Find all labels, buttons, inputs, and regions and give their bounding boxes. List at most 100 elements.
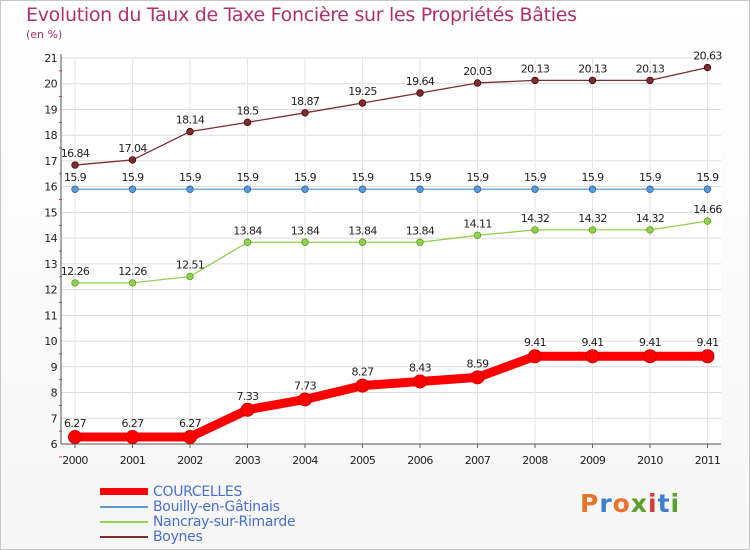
data-point xyxy=(71,185,79,193)
data-point xyxy=(125,430,140,445)
legend-swatch xyxy=(100,535,148,538)
data-point xyxy=(531,185,539,193)
data-label: 15.9 xyxy=(179,171,202,184)
data-point xyxy=(700,349,715,364)
data-label: 6.27 xyxy=(64,417,87,430)
legend-swatch xyxy=(100,505,148,508)
data-label: 12.26 xyxy=(61,265,90,278)
data-label: 14.32 xyxy=(521,212,550,225)
legend-label: Boynes xyxy=(153,528,203,545)
data-point xyxy=(703,63,712,72)
data-label: 6.27 xyxy=(121,417,144,430)
data-label: 20.03 xyxy=(463,65,492,78)
data-point xyxy=(301,185,309,193)
series-courcelles xyxy=(68,349,715,445)
data-point xyxy=(355,378,370,393)
data-label: 20.13 xyxy=(521,62,550,75)
data-label: 15.9 xyxy=(409,171,432,184)
data-point xyxy=(588,76,597,85)
data-label: 13.84 xyxy=(291,224,320,237)
data-label: 15.9 xyxy=(294,171,317,184)
y-tick-label: 20 xyxy=(44,78,57,91)
x-tick-label: 2002 xyxy=(177,454,203,467)
legend-item-bouilly-en-gatinais: Bouilly-en-Gâtinais xyxy=(100,499,295,515)
data-point xyxy=(71,161,79,169)
data-point xyxy=(358,238,367,246)
data-label: 18.5 xyxy=(236,104,259,117)
x-tick-label: 2001 xyxy=(120,454,146,467)
x-tick-label: 2007 xyxy=(465,454,491,467)
data-point xyxy=(643,349,657,364)
y-tick-label: 16 xyxy=(44,181,57,194)
data-label: 14.32 xyxy=(636,212,665,225)
data-label: 8.27 xyxy=(351,366,374,379)
data-label: 9.41 xyxy=(696,336,718,349)
proxiti-logo: Proxiti xyxy=(580,489,680,518)
series-line xyxy=(74,66,709,166)
data-label: 7.33 xyxy=(236,390,259,403)
data-label: 16.84 xyxy=(61,147,90,160)
x-tick-label: 2005 xyxy=(350,454,376,467)
legend-item-courcelles: COURCELLES xyxy=(100,483,295,500)
y-tick-label: 9 xyxy=(51,361,58,374)
data-point xyxy=(470,370,485,385)
y-tick-label: 12 xyxy=(44,284,57,297)
data-point xyxy=(358,99,367,107)
data-point xyxy=(531,226,539,234)
data-label: 14.66 xyxy=(693,203,722,216)
data-label: 15.9 xyxy=(581,171,604,184)
y-tick-label: 11 xyxy=(44,309,57,322)
data-point xyxy=(588,185,597,193)
data-point xyxy=(703,185,712,193)
data-labels: 15.9 15.9 15.9 15.9 15.9 15.9 15.9 15.9 15.9 15.9… xyxy=(61,50,723,431)
data-point xyxy=(473,185,482,193)
x-tick-label: 2009 xyxy=(580,454,606,467)
data-label: 14.11 xyxy=(463,217,492,230)
y-tick-label: 14 xyxy=(44,232,57,245)
data-label: 9.41 xyxy=(639,336,661,349)
y-tick-label: 18 xyxy=(44,129,57,142)
x-tick-label: 2006 xyxy=(407,454,433,467)
series-line xyxy=(74,220,709,284)
data-label: 18.87 xyxy=(291,95,320,108)
data-point xyxy=(703,217,712,225)
logo-letter: x xyxy=(630,489,648,518)
series-layer xyxy=(68,63,715,445)
y-tick-label: 19 xyxy=(44,103,57,116)
data-label: 15.9 xyxy=(64,171,87,184)
legend-label: COURCELLES xyxy=(153,483,243,500)
y-tick-label: 8 xyxy=(51,387,58,400)
y-tick-label: 15 xyxy=(44,206,57,219)
data-point xyxy=(186,185,194,193)
data-point xyxy=(585,349,600,364)
data-label: 20.63 xyxy=(693,50,722,63)
data-label: 12.51 xyxy=(176,258,205,271)
data-point xyxy=(243,238,252,246)
data-point xyxy=(301,238,309,246)
data-label: 20.13 xyxy=(636,62,665,75)
y-tick-label: 6 xyxy=(51,438,58,451)
data-label: 19.64 xyxy=(406,75,435,88)
legend-label: Nancray-sur-Rimarde xyxy=(153,513,296,530)
data-point xyxy=(298,392,312,407)
data-point xyxy=(646,185,654,193)
data-point xyxy=(646,76,654,85)
legend: COURCELLES Bouilly-en-Gâtinais Nancray-sur… xyxy=(100,483,296,545)
legend-item-nancray-sur-rimarde: Nancray-sur-Rimarde xyxy=(100,513,296,530)
y-tick-label: 13 xyxy=(44,258,57,271)
data-label: 12.26 xyxy=(118,265,147,278)
series-line xyxy=(70,351,712,442)
data-label: 13.84 xyxy=(348,224,377,237)
data-label: 17.04 xyxy=(118,142,147,155)
logo-letter: t xyxy=(657,489,671,518)
x-tick-label: 2008 xyxy=(522,454,548,467)
data-point xyxy=(473,79,482,87)
y-tick-label: 17 xyxy=(44,155,57,168)
chart-unit-label: (en %) xyxy=(26,28,63,41)
data-label: 9.41 xyxy=(581,336,603,349)
data-label: 9.41 xyxy=(524,336,546,349)
logo-letter: i xyxy=(670,489,681,518)
data-label: 15.9 xyxy=(236,171,259,184)
data-point xyxy=(183,430,197,445)
x-tick-label: 2000 xyxy=(62,454,88,467)
